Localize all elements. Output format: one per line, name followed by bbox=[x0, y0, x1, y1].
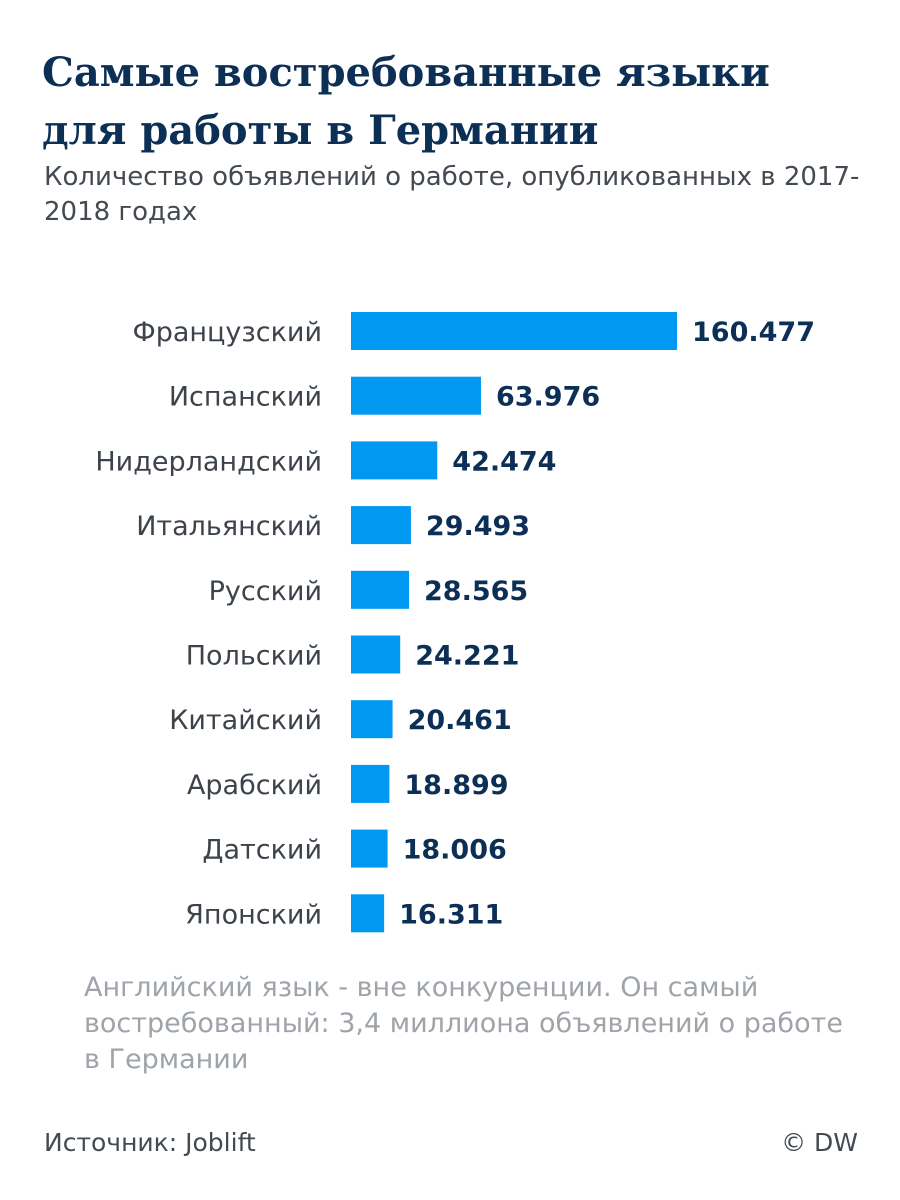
value-label: 24.221 bbox=[415, 641, 519, 672]
category-label: Японский bbox=[185, 899, 322, 930]
bar bbox=[351, 894, 385, 933]
bar bbox=[351, 700, 393, 739]
value-label: 63.976 bbox=[496, 382, 600, 413]
category-label: Нидерландский bbox=[95, 446, 322, 477]
value-label: 18.006 bbox=[403, 835, 507, 866]
value-label: 16.311 bbox=[399, 899, 503, 930]
bar bbox=[351, 764, 390, 803]
value-label: 29.493 bbox=[426, 511, 530, 542]
bar bbox=[351, 441, 438, 480]
category-label: Русский bbox=[209, 576, 322, 607]
copyright-label: © DW bbox=[781, 1128, 858, 1157]
bar bbox=[351, 570, 410, 609]
bar bbox=[351, 829, 388, 868]
chart-subtitle: Количество объявлений о работе, опублико… bbox=[44, 162, 860, 227]
footnote: Английский язык - вне конкуренции. Он са… bbox=[84, 972, 843, 1075]
value-label: 20.461 bbox=[408, 705, 512, 736]
value-label: 28.565 bbox=[424, 576, 528, 607]
value-label: 160.477 bbox=[692, 317, 815, 348]
category-label: Польский bbox=[186, 641, 322, 672]
chart-title: Самые востребованные языки для работы в … bbox=[42, 49, 770, 154]
value-label: 18.899 bbox=[404, 770, 508, 801]
bar bbox=[351, 376, 481, 415]
category-label: Французский bbox=[132, 317, 322, 348]
category-label: Итальянский bbox=[136, 511, 322, 542]
category-label: Арабский bbox=[187, 770, 322, 801]
category-label: Китайский bbox=[169, 705, 322, 736]
bar bbox=[351, 312, 677, 350]
category-label: Испанский bbox=[169, 382, 322, 413]
bar bbox=[351, 635, 401, 674]
source-label: Источник: Joblift bbox=[44, 1128, 256, 1157]
bar bbox=[351, 506, 411, 545]
bar-chart: Французский 160.477 Испанский 63.976 Нидерла… bbox=[95, 312, 815, 933]
category-label: Датский bbox=[202, 835, 322, 866]
value-label: 42.474 bbox=[452, 446, 556, 477]
